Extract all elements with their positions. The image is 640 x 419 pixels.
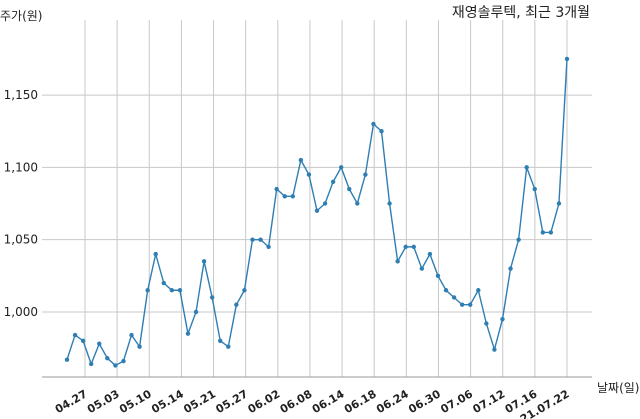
data-point bbox=[540, 230, 546, 235]
data-point bbox=[201, 259, 207, 264]
data-point bbox=[105, 356, 110, 361]
data-point bbox=[113, 363, 118, 368]
data-point bbox=[145, 288, 150, 293]
data-point bbox=[72, 332, 78, 338]
data-point bbox=[185, 331, 191, 336]
y-tick-label: 1,100 bbox=[4, 160, 38, 174]
data-point bbox=[88, 361, 94, 367]
x-axis-label: 날짜(일) bbox=[597, 381, 639, 395]
data-point bbox=[468, 302, 473, 307]
data-point bbox=[153, 251, 158, 257]
grid-lines bbox=[42, 20, 592, 377]
data-point bbox=[209, 295, 215, 300]
data-point bbox=[314, 208, 320, 213]
data-point bbox=[169, 288, 175, 293]
data-point bbox=[218, 338, 223, 344]
data-point bbox=[64, 357, 70, 362]
data-point bbox=[121, 358, 126, 364]
data-point bbox=[193, 309, 199, 315]
data-point bbox=[234, 302, 239, 307]
y-tick-labels: 1,000 1,050 1,100 1,150 bbox=[4, 88, 38, 319]
data-point bbox=[177, 288, 183, 293]
data-point bbox=[242, 288, 247, 293]
data-point bbox=[500, 316, 505, 322]
y-axis-label: 주가(원) bbox=[0, 9, 42, 23]
data-point bbox=[451, 295, 457, 300]
data-point bbox=[290, 194, 296, 199]
data-point bbox=[387, 201, 392, 206]
data-point bbox=[419, 266, 425, 271]
data-point bbox=[137, 344, 142, 349]
data-point bbox=[492, 347, 497, 352]
data-point bbox=[250, 237, 255, 242]
data-point bbox=[548, 230, 554, 235]
data-point bbox=[435, 273, 441, 278]
data-point bbox=[338, 165, 344, 170]
data-point bbox=[516, 237, 521, 242]
data-point bbox=[371, 121, 376, 127]
data-point bbox=[459, 302, 465, 307]
data-point bbox=[298, 157, 304, 163]
data-point bbox=[379, 129, 384, 134]
data-point bbox=[226, 344, 231, 349]
data-point bbox=[427, 251, 433, 257]
data-point bbox=[274, 186, 279, 192]
data-point bbox=[347, 186, 352, 192]
y-tick-label: 1,000 bbox=[4, 305, 38, 319]
data-point bbox=[306, 172, 312, 177]
y-tick-label: 1,050 bbox=[4, 233, 38, 247]
data-point bbox=[97, 341, 102, 346]
data-point bbox=[476, 288, 481, 293]
data-point bbox=[508, 266, 513, 271]
data-point bbox=[363, 172, 368, 177]
data-point bbox=[80, 338, 86, 344]
data-point bbox=[330, 179, 336, 185]
data-point bbox=[322, 201, 328, 206]
data-point bbox=[564, 56, 570, 62]
data-point bbox=[443, 288, 449, 293]
data-point bbox=[161, 280, 166, 286]
data-point bbox=[532, 186, 537, 192]
data-point bbox=[411, 244, 416, 250]
y-tick-label: 1,150 bbox=[4, 88, 38, 102]
price-points bbox=[64, 56, 570, 368]
data-point bbox=[266, 244, 271, 250]
data-point bbox=[258, 237, 263, 242]
data-point bbox=[556, 201, 562, 206]
data-point bbox=[403, 244, 408, 250]
data-point bbox=[395, 259, 400, 264]
chart-title: 재영솔루텍, 최근 3개월 bbox=[452, 5, 590, 21]
data-point bbox=[129, 332, 134, 338]
data-point bbox=[282, 194, 287, 199]
data-point bbox=[524, 165, 529, 170]
data-point bbox=[355, 201, 360, 206]
data-point bbox=[484, 321, 489, 326]
